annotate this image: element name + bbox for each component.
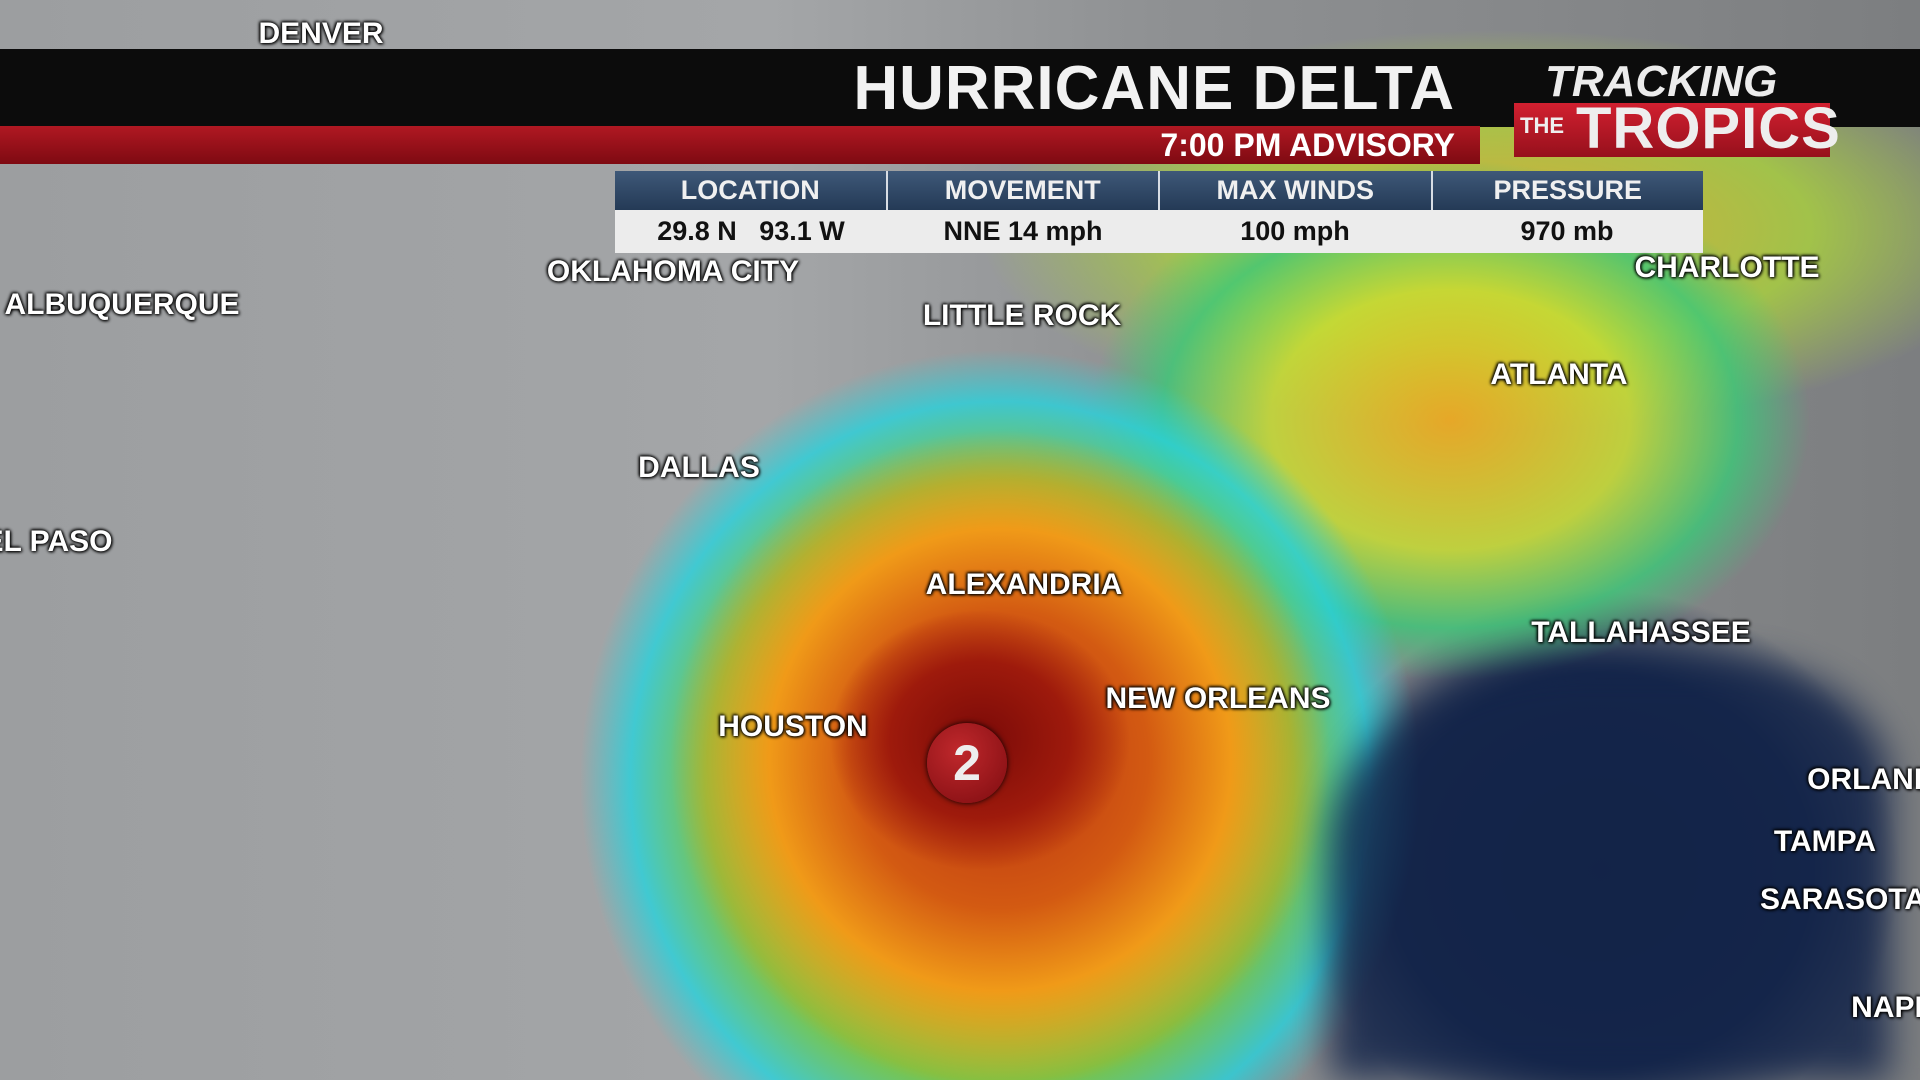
city-label: NAPLES bbox=[1851, 991, 1920, 1024]
storm-title: HURRICANE DELTA bbox=[853, 54, 1455, 123]
city-label: TAMPA bbox=[1773, 825, 1877, 858]
city-label: DALLAS bbox=[638, 451, 760, 484]
logo-the: THE bbox=[1520, 113, 1564, 138]
logo-red-box bbox=[1514, 103, 1830, 157]
header-location: LOCATION bbox=[615, 171, 888, 210]
gulf-of-mexico bbox=[1330, 660, 1890, 1080]
header-pressure: PRESSURE bbox=[1493, 175, 1643, 205]
header-movement: MOVEMENT bbox=[888, 171, 1160, 210]
logo-line1: TRACKING bbox=[1545, 57, 1778, 106]
info-value-row: 29.8 N 93.1 W NNE 14 mph 100 mph 970 mb bbox=[615, 210, 1703, 253]
value-location: 29.8 N 93.1 W bbox=[657, 216, 845, 246]
city-label: OKLAHOMA CITY bbox=[546, 255, 800, 288]
city-label: SARASOTA bbox=[1759, 883, 1920, 916]
hurricane-category-marker: 2 bbox=[927, 723, 1007, 803]
city-label: ATLANTA bbox=[1490, 358, 1628, 391]
tracking-the-tropics-logo: TRACKING THE TROPICS bbox=[1490, 55, 1850, 163]
city-label: HOUSTON bbox=[718, 710, 868, 743]
city-label: NEW ORLEANS bbox=[1105, 682, 1331, 715]
city-label: CHARLOTTE bbox=[1634, 251, 1820, 284]
city-label: LITTLE ROCK bbox=[922, 299, 1122, 332]
advisory-time: 7:00 PM ADVISORY bbox=[1160, 127, 1455, 163]
city-label: ALEXANDRIA bbox=[925, 568, 1123, 601]
header-max-winds: MAX WINDS bbox=[1160, 171, 1433, 210]
value-pressure: 970 mb bbox=[1520, 216, 1614, 246]
value-max-winds: 100 mph bbox=[1240, 216, 1350, 246]
advisory-bar bbox=[0, 126, 1480, 164]
city-label: ALBUQUERQUE bbox=[4, 288, 240, 321]
storm-info-table: LOCATION MOVEMENT MAX WINDS PRESSURE 29.… bbox=[615, 171, 1703, 253]
logo-line2: TROPICS bbox=[1576, 96, 1841, 161]
city-label: TALLAHASSEE bbox=[1531, 616, 1751, 649]
value-movement: NNE 14 mph bbox=[943, 216, 1103, 246]
city-label: ORLANDO bbox=[1807, 763, 1920, 796]
info-header-row: LOCATION MOVEMENT MAX WINDS PRESSURE bbox=[615, 171, 1703, 210]
city-label: DENVER bbox=[258, 17, 384, 50]
city-label: EL PASO bbox=[0, 525, 113, 558]
